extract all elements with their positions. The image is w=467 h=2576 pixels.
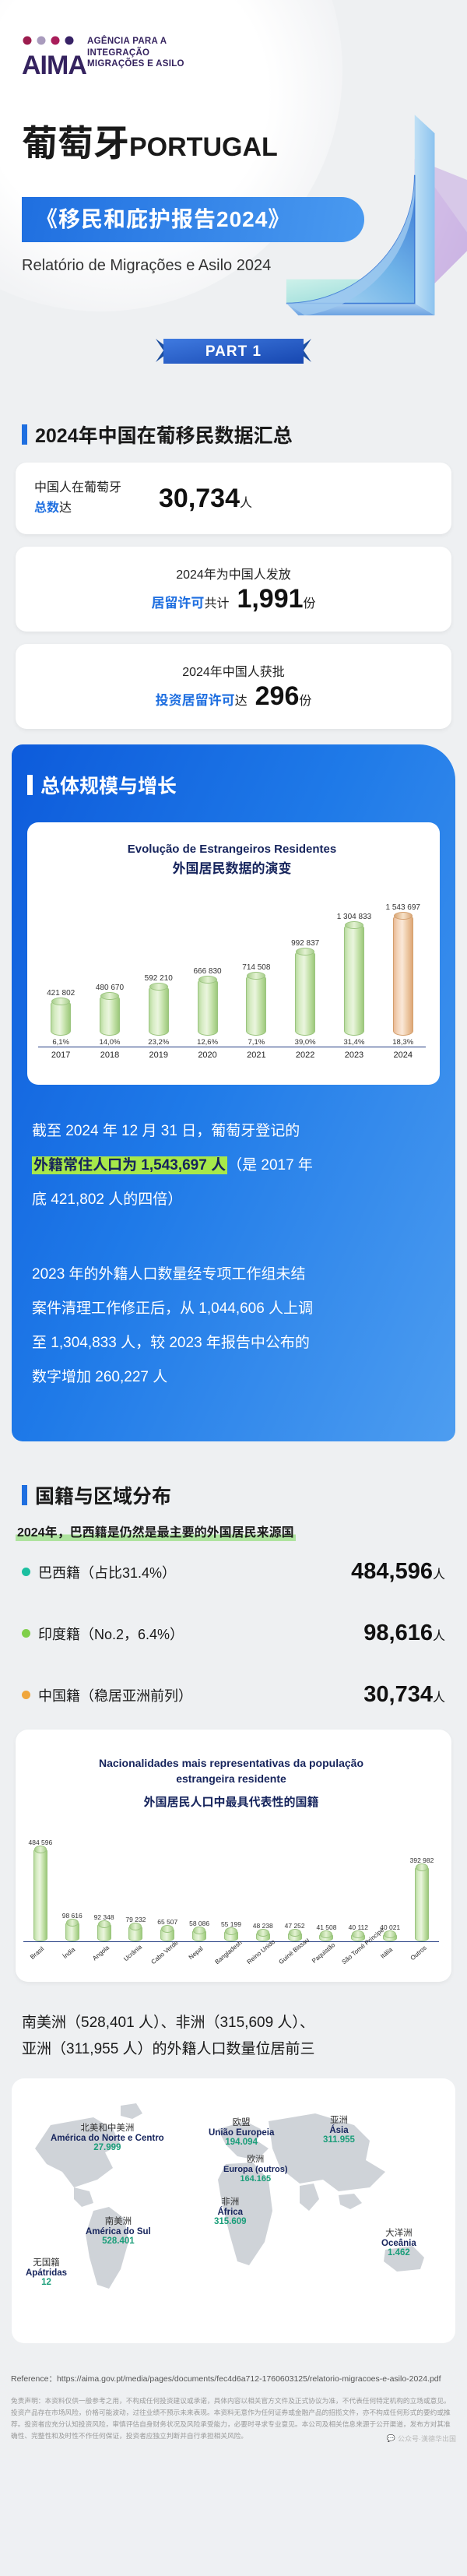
- svg-text:PART 1: PART 1: [205, 343, 262, 360]
